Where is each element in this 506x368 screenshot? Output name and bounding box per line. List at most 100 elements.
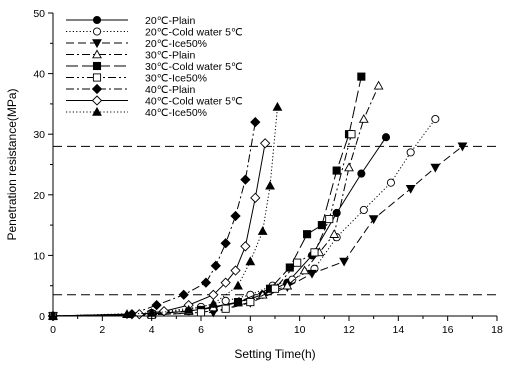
x-tick-label: 14 — [392, 324, 404, 336]
y-tick-label: 50 — [33, 8, 45, 20]
data-point — [257, 226, 268, 235]
y-tick-label: 10 — [33, 250, 45, 262]
data-point — [282, 280, 293, 290]
legend-label: 30℃-Plain — [145, 49, 195, 61]
series-line-3 — [52, 85, 380, 317]
data-point — [303, 230, 312, 239]
series-6 — [47, 116, 261, 322]
legend-label: 40℃-Ice50% — [145, 107, 207, 119]
legend-marker — [92, 106, 102, 116]
legend-label: 20℃-Cold water 5℃ — [145, 26, 243, 38]
series-line-6 — [52, 122, 256, 317]
x-tick-label: 10 — [294, 324, 306, 336]
legend-marker — [92, 49, 102, 59]
axes: 0 2 4 6 8 10 12 14 16 18 0 10 20 30 40 50 — [33, 8, 503, 336]
data-point — [220, 238, 231, 249]
data-point — [332, 166, 341, 175]
data-point — [357, 72, 366, 81]
data-point — [220, 277, 231, 288]
data-point — [183, 304, 194, 314]
legend-entry-7: 40℃-Cold water 5℃ — [66, 95, 243, 107]
legend-marker — [91, 83, 103, 95]
data-point — [386, 178, 395, 187]
series-line-5 — [52, 134, 352, 317]
data-point — [381, 133, 391, 142]
legend-label: 20℃-Plain — [145, 15, 195, 27]
data-point — [221, 296, 230, 305]
data-point — [406, 148, 415, 157]
data-point — [373, 80, 384, 90]
legend-marker — [92, 15, 102, 25]
x-tick-label: 0 — [50, 324, 56, 336]
series-7 — [47, 138, 271, 322]
series-2 — [48, 142, 468, 322]
y-tick-label: 40 — [33, 69, 45, 81]
legend-entry-6: 40℃-Plain — [66, 84, 195, 96]
data-point — [272, 101, 283, 111]
data-point — [259, 138, 271, 149]
legend-marker — [92, 39, 102, 49]
series-5 — [48, 130, 356, 321]
data-point — [233, 280, 243, 290]
data-point — [339, 257, 349, 267]
data-point — [359, 205, 368, 214]
x-tick-label: 16 — [442, 324, 454, 336]
data-point — [344, 162, 354, 172]
legend-marker — [92, 73, 102, 82]
x-tick-label: 12 — [343, 324, 355, 336]
data-point — [285, 263, 294, 272]
y-tick-label: 30 — [33, 129, 45, 141]
legend-label: 20℃-Ice50% — [145, 38, 207, 50]
x-tick-label: 6 — [198, 324, 204, 336]
data-point — [270, 284, 280, 293]
data-point — [325, 214, 334, 224]
legend-marker — [92, 27, 102, 36]
legend-entry-8: 40℃-Ice50% — [66, 107, 207, 119]
series-3 — [48, 80, 384, 320]
data-point — [178, 289, 189, 300]
data-point — [208, 298, 219, 308]
legend-entry-0: 20℃-Plain — [66, 15, 195, 27]
x-tick-label: 4 — [149, 324, 155, 336]
series-line-2 — [52, 145, 463, 317]
data-point — [299, 265, 310, 275]
plot-area — [47, 72, 497, 322]
series-line-8 — [52, 106, 278, 317]
data-point — [368, 215, 379, 225]
data-point — [221, 304, 230, 313]
data-point — [265, 180, 275, 190]
legend-label: 40℃-Plain — [145, 84, 195, 96]
y-tick-label: 0 — [39, 311, 45, 323]
legend-label: 30℃-Cold water 5℃ — [145, 61, 243, 73]
series-8 — [48, 101, 283, 320]
x-tick-label: 2 — [99, 324, 105, 336]
legend-marker — [92, 61, 102, 71]
data-point — [246, 298, 255, 307]
y-tick-label: 20 — [33, 190, 45, 202]
data-point — [430, 163, 441, 173]
data-point — [317, 221, 326, 230]
data-point — [210, 260, 221, 271]
legend-entry-3: 30℃-Plain — [66, 49, 195, 61]
data-point — [240, 241, 251, 252]
x-axis-title: Setting Time(h) — [234, 347, 315, 361]
data-point — [240, 174, 251, 185]
series-0 — [48, 133, 391, 321]
data-point — [230, 265, 241, 276]
data-point — [288, 275, 297, 284]
data-point — [196, 308, 206, 317]
data-point — [250, 192, 261, 203]
legend-label: 30℃-Ice50% — [145, 72, 207, 84]
data-point — [245, 256, 256, 266]
legend-marker — [91, 95, 103, 106]
data-point — [151, 299, 162, 311]
data-point — [250, 116, 261, 128]
legend-entry-4: 30℃-Cold water 5℃ — [66, 61, 243, 73]
data-point — [200, 277, 212, 288]
legend-entry-1: 20℃-Cold water 5℃ — [66, 26, 243, 38]
legend-entry-2: 20℃-Ice50% — [66, 38, 207, 50]
data-point — [347, 130, 356, 139]
data-point — [431, 115, 440, 124]
